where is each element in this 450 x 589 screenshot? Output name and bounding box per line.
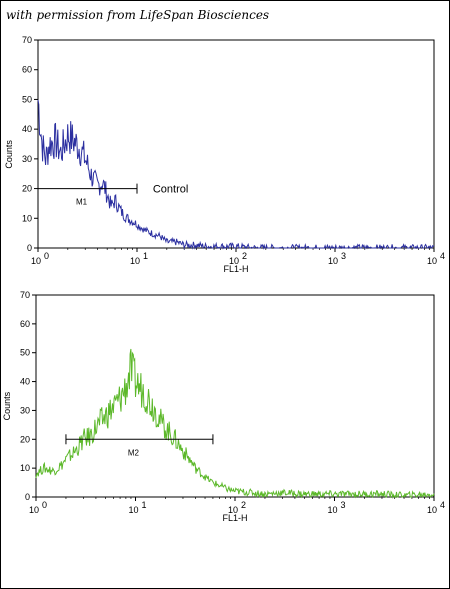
- x-tick-label: 10: [130, 256, 140, 266]
- x-tick-exponent: 4: [440, 251, 445, 261]
- y-tick-label: 60: [22, 65, 32, 75]
- x-tick-label: 10: [29, 505, 39, 515]
- x-tick-exponent: 2: [241, 500, 246, 510]
- y-tick-label: 20: [20, 434, 30, 444]
- x-tick-label: 10: [128, 505, 138, 515]
- y-tick-label: 70: [22, 35, 32, 45]
- plot-frame: [35, 294, 435, 498]
- x-tick-exponent: 1: [143, 251, 148, 261]
- x-tick-exponent: 3: [341, 500, 346, 510]
- y-tick-label: 40: [22, 124, 32, 134]
- y-axis-label: Counts: [4, 140, 14, 169]
- y-tick-label: 0: [25, 492, 30, 502]
- y-tick-label: 40: [20, 377, 30, 387]
- marker-label: M2: [128, 448, 140, 457]
- plot-frame: [37, 39, 435, 249]
- x-tick-label: 10: [229, 256, 239, 266]
- x-tick-label: 10: [427, 256, 437, 266]
- marker-label: M1: [76, 198, 88, 207]
- x-axis-label: FL1-H: [223, 264, 248, 274]
- series-line: [35, 348, 435, 499]
- x-axis-label: FL1-H: [222, 513, 247, 523]
- y-tick-label: 0: [27, 243, 32, 253]
- x-tick-exponent: 1: [142, 500, 147, 510]
- x-tick-label: 10: [31, 256, 41, 266]
- y-axis-label: Counts: [2, 391, 12, 420]
- y-tick-label: 50: [22, 94, 32, 104]
- x-tick-label: 10: [427, 505, 437, 515]
- y-tick-label: 30: [22, 154, 32, 164]
- x-tick-exponent: 0: [44, 251, 49, 261]
- x-tick-exponent: 2: [242, 251, 247, 261]
- y-tick-label: 20: [22, 184, 32, 194]
- series-line: [37, 99, 435, 250]
- control-annotation: Control: [153, 184, 188, 196]
- y-tick-label: 10: [20, 463, 30, 473]
- x-tick-label: 10: [328, 256, 338, 266]
- x-tick-exponent: 3: [341, 251, 346, 261]
- y-tick-label: 50: [20, 348, 30, 358]
- y-tick-label: 30: [20, 405, 30, 415]
- y-tick-label: 70: [20, 290, 30, 300]
- y-tick-label: 60: [20, 319, 30, 329]
- x-tick-label: 10: [228, 505, 238, 515]
- x-tick-exponent: 4: [440, 500, 445, 510]
- x-tick-exponent: 0: [42, 500, 47, 510]
- y-tick-label: 10: [22, 213, 32, 223]
- permission-watermark: with permission from LifeSpan Bioscience…: [6, 8, 270, 22]
- x-tick-label: 10: [327, 505, 337, 515]
